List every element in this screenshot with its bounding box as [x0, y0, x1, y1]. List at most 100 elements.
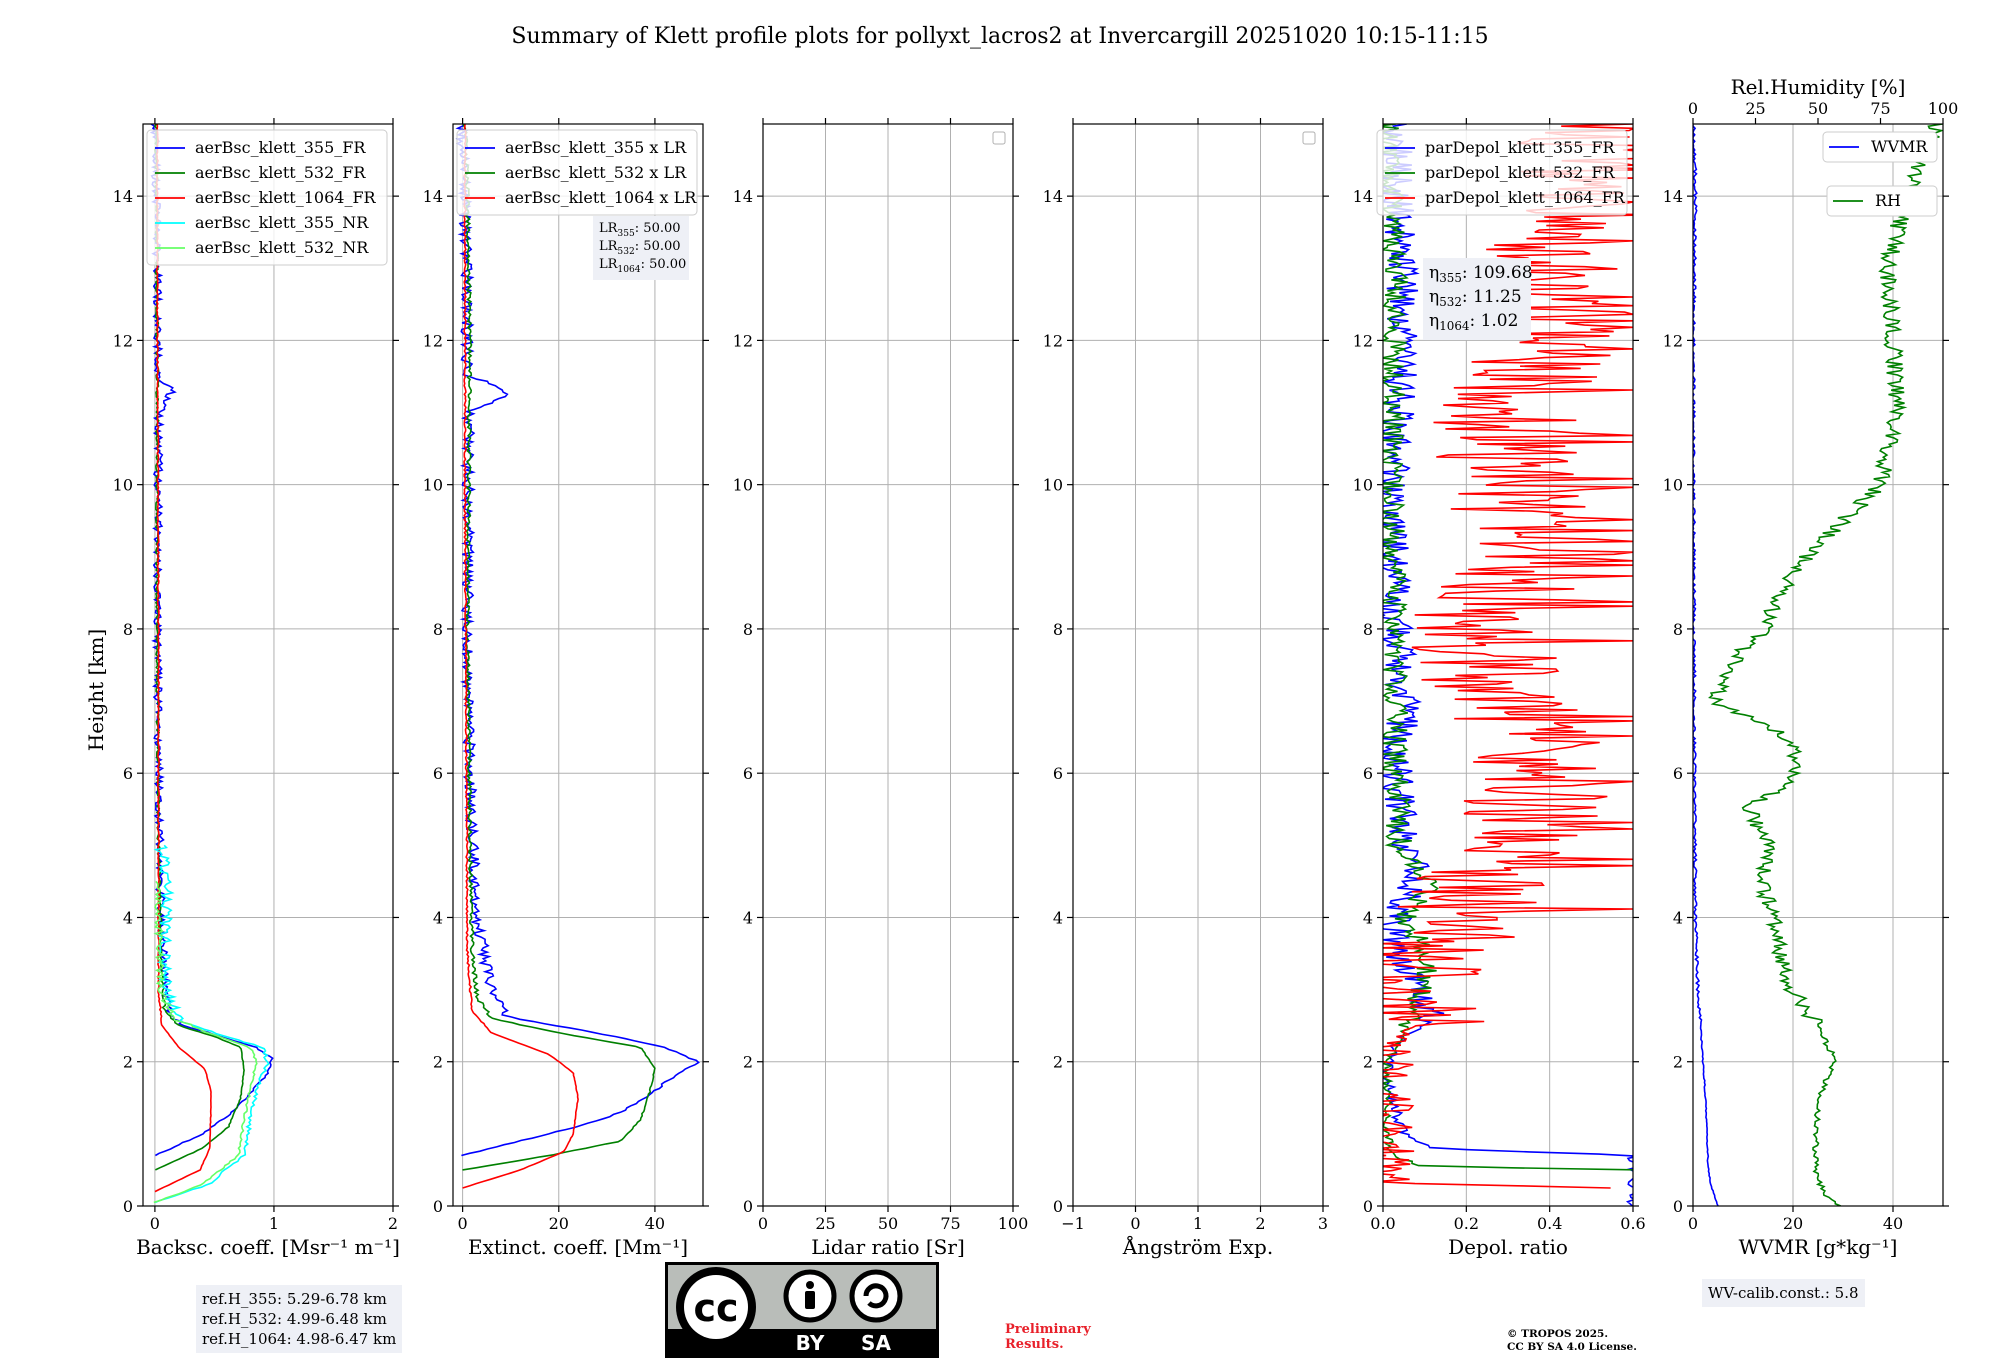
y-tick-label: 14 [1353, 187, 1373, 206]
empty-legend-box [992, 131, 1006, 145]
y-tick-label: 8 [433, 620, 443, 639]
y-tick-label: 8 [743, 620, 753, 639]
top-x-tick-label: 50 [1808, 99, 1828, 118]
series-group [455, 124, 700, 1189]
figure-title: Summary of Klett profile plots for polly… [511, 24, 1488, 49]
annotation-box [1423, 258, 1531, 340]
x-tick-label: 1 [269, 1214, 279, 1233]
x-tick-label: 25 [815, 1214, 835, 1233]
legend-label: aerBsc_klett_532_NR [195, 238, 369, 257]
top-x-tick-label: 25 [1745, 99, 1765, 118]
series-group [1693, 124, 1943, 1206]
series-line-aerBsc_klett_355_FR [149, 124, 274, 1157]
axes-frame [142, 123, 394, 1207]
sa-icon [849, 1269, 903, 1323]
legend-label: aerBsc_klett_532 x LR [505, 163, 687, 182]
y-tick-label: 12 [113, 331, 133, 350]
x-tick-label: 0.4 [1537, 1214, 1562, 1233]
y-tick-label: 8 [1053, 620, 1063, 639]
y-tick-label: 10 [733, 476, 753, 495]
x-tick-label: 40 [1883, 1214, 1903, 1233]
y-tick-label: 2 [1363, 1053, 1373, 1072]
x-tick-label: 20 [1783, 1214, 1803, 1233]
legend-label: aerBsc_klett_355 x LR [505, 138, 687, 157]
y-tick-label: 8 [1673, 620, 1683, 639]
y-tick-label: 4 [1363, 908, 1373, 927]
x-tick-label: 0 [150, 1214, 160, 1233]
y-tick-label: 2 [1053, 1053, 1063, 1072]
y-tick-label: 10 [113, 476, 133, 495]
copyright-line-2: CC BY SA 4.0 License. [1507, 1341, 1637, 1353]
annotation-text: LR1064: 50.00 [599, 257, 686, 275]
empty-legend-box [1302, 131, 1316, 145]
legend-box [146, 129, 388, 266]
annotation-text: LR532: 50.00 [599, 239, 681, 257]
legend-label: aerBsc_klett_1064 x LR [505, 188, 697, 207]
y-tick-label: 6 [433, 764, 443, 783]
y-tick-label: 12 [1353, 331, 1373, 350]
y-tick-label: 6 [743, 764, 753, 783]
x-axis-label: WVMR [g*kg⁻¹] [1739, 1235, 1898, 1259]
x-axis-label: Lidar ratio [Sr] [811, 1235, 965, 1259]
copyright-line-1: © TROPOS 2025. [1507, 1328, 1609, 1340]
x-axis-label: Extinct. coeff. [Mm⁻¹] [468, 1235, 688, 1259]
top-x-tick-label: 75 [1870, 99, 1890, 118]
legend-box [456, 129, 698, 216]
x-tick-label: 0 [1130, 1214, 1140, 1233]
series-group [149, 124, 274, 1204]
x-tick-label: 0.0 [1370, 1214, 1395, 1233]
legend-label: parDepol_klett_1064_FR [1425, 188, 1626, 207]
license-badge: cc BY SA [665, 1262, 939, 1358]
sa-label: SA [861, 1331, 891, 1355]
y-tick-label: 12 [423, 331, 443, 350]
y-tick-label: 6 [123, 764, 133, 783]
y-tick-label: 2 [1673, 1053, 1683, 1072]
top-x-tick-label: 100 [1928, 99, 1959, 118]
x-tick-label: 0 [758, 1214, 768, 1233]
series-line-parDepol_klett_1064_FR [1383, 124, 1633, 1189]
y-tick-label: 6 [1673, 764, 1683, 783]
top-x-axis-label: Rel.Humidity [%] [1731, 75, 1906, 99]
x-tick-label: 20 [549, 1214, 569, 1233]
y-tick-label: 10 [1663, 476, 1683, 495]
ref-height-355: ref.H_355: 5.29-6.78 km [202, 1290, 387, 1308]
y-tick-label: 4 [1673, 908, 1683, 927]
y-tick-label: 2 [743, 1053, 753, 1072]
cc-icon-label: cc [693, 1286, 738, 1330]
annotation-text: η1064: 1.02 [1429, 311, 1518, 333]
y-tick-label: 0 [433, 1197, 443, 1216]
series-line-aerBsc_klett_1064 x LR [462, 124, 579, 1189]
x-axis-label: Depol. ratio [1448, 1235, 1568, 1259]
annotation-text: η532: 11.25 [1429, 287, 1522, 309]
legend-label: aerBsc_klett_1064_FR [195, 188, 377, 207]
ref-height-532: ref.H_532: 4.99-6.48 km [202, 1310, 387, 1328]
y-tick-label: 10 [423, 476, 443, 495]
panel-water_vapor: 0 2 4 6 8 10 12 14 0 20 40 WVMR [g*kg⁻¹] 0 25 50 75 100 R… [1663, 75, 1959, 1259]
y-tick-label: 0 [1673, 1197, 1683, 1216]
x-tick-label: 0.6 [1620, 1214, 1645, 1233]
y-tick-label: 8 [1363, 620, 1373, 639]
preliminary-note: Preliminary Results. [1005, 1322, 1091, 1352]
by-icon-body [805, 1291, 815, 1309]
series-line-aerBsc_klett_532_NR [153, 880, 258, 1204]
y-tick-label: 4 [123, 908, 133, 927]
panel-depol: 0 2 4 6 8 10 12 14 0.0 0.2 0.4 0.6 Depol. ratio parDe… [1353, 118, 1646, 1259]
legend-box [1376, 129, 1628, 216]
cc-icon-inner [684, 1275, 748, 1339]
x-tick-label: 2 [1255, 1214, 1265, 1233]
y-tick-label: 12 [733, 331, 753, 350]
x-tick-label: 40 [645, 1214, 665, 1233]
x-tick-label: 75 [940, 1214, 960, 1233]
y-tick-label: 14 [423, 187, 443, 206]
series-line-RH [1708, 124, 1943, 1206]
annotation-text: LR355: 50.00 [599, 221, 681, 239]
legend-box [1826, 185, 1938, 217]
x-axis-label: Backsc. coeff. [Msr⁻¹ m⁻¹] [136, 1235, 400, 1259]
annotation-text: η355: 109.68 [1429, 263, 1533, 285]
annotation-box [593, 216, 689, 280]
y-tick-label: 10 [1043, 476, 1063, 495]
series-line-aerBsc_klett_1064_FR [154, 124, 212, 1193]
